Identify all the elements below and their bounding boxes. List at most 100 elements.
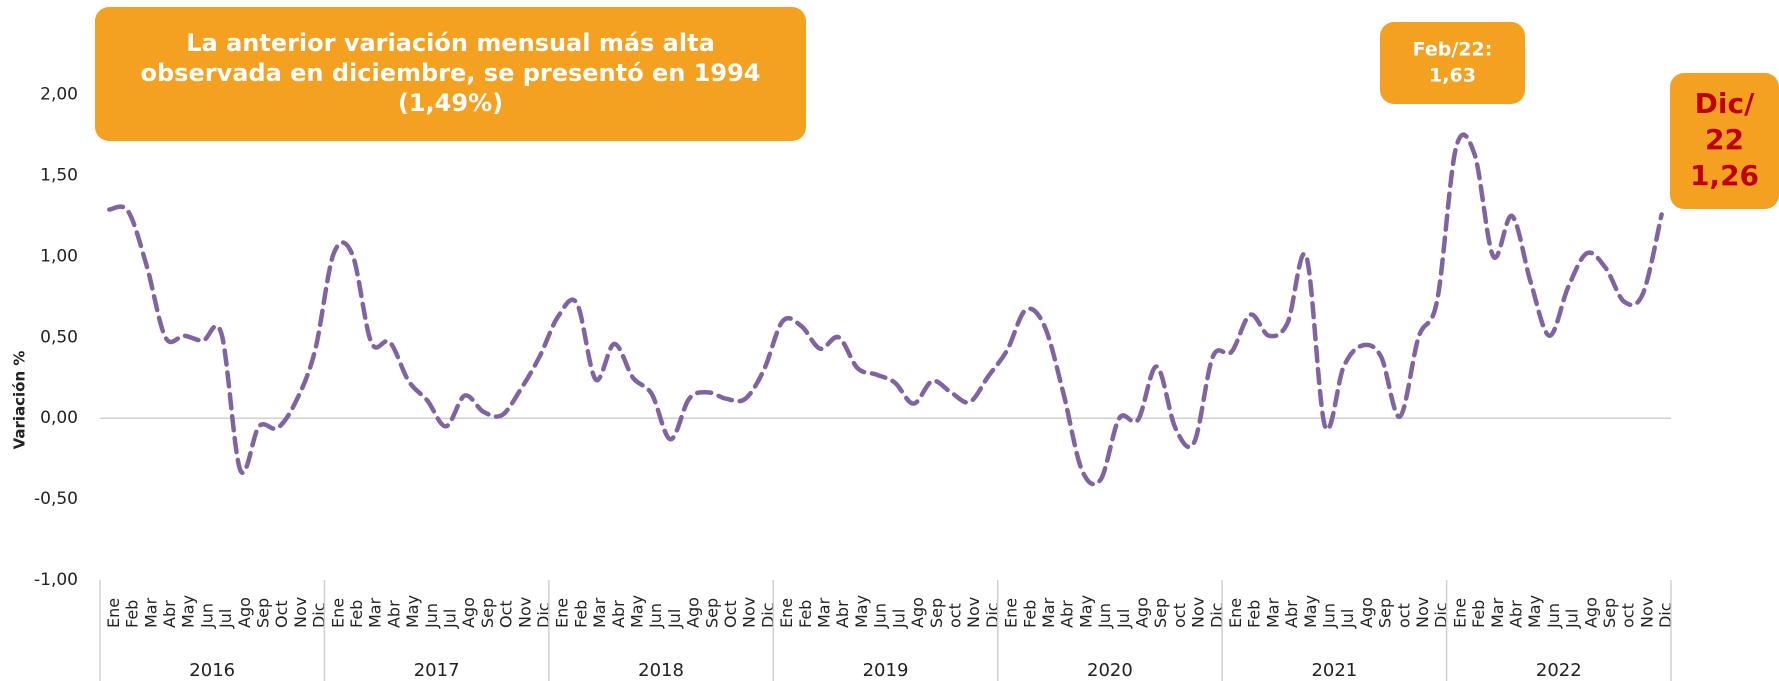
x-tick-label: Ago [1357,597,1376,628]
x-tick-label: Sep [1151,598,1170,628]
x-tick-label: Jun [1095,603,1114,629]
x-tick-label: Abr [384,600,403,628]
x-tick-label: oct [945,603,964,628]
x-tick-label: May [852,595,871,628]
x-tick-label: Sep [1600,598,1619,628]
annotation-box [95,7,806,141]
x-tick-label: Dic [1432,602,1451,628]
year-label: 2021 [1311,660,1357,681]
x-tick-label: Nov [291,597,310,628]
x-tick-label: Ene [553,598,572,628]
x-tick-label: May [1525,595,1544,628]
annotation-box [1380,22,1525,104]
x-tick-label: Jul [1114,609,1133,629]
year-label: 2018 [638,660,684,681]
annotation-text: 1,26 [1690,159,1759,192]
x-tick-label: Jun [646,603,665,629]
x-tick-label: Dic [1207,602,1226,628]
x-tick-label: Mar [1488,597,1507,628]
x-tick-label: Oct [721,600,740,628]
x-tick-label: Abr [1282,600,1301,628]
x-tick-label: Jun [197,603,216,629]
x-tick-label: Jun [422,603,441,629]
y-axis-label: Variación % [11,351,29,450]
x-tick-label: Jul [1563,609,1582,629]
annotation-text: La anterior variación mensual más alta [186,29,715,57]
x-tick-label: Mar [815,597,834,628]
x-tick-label: oct [1619,603,1638,628]
x-tick-label: Nov [1637,597,1656,628]
x-tick-label: Feb [1245,600,1264,628]
x-tick-label: May [403,595,422,628]
x-tick-label: Feb [571,600,590,628]
x-tick-label: Abr [833,600,852,628]
x-tick-label: Jul [889,609,908,629]
data-line [107,132,1664,487]
x-tick-label: Mar [366,597,385,628]
x-tick-label: Sep [478,598,497,628]
x-tick-label: Jul [1338,609,1357,629]
x-tick-label: Ago [459,597,478,628]
year-label: 2016 [189,660,235,681]
x-tick-label: Mar [1039,597,1058,628]
x-tick-label: Mar [141,597,160,628]
annotation-box [1670,73,1779,209]
y-tick-label: 1,50 [40,166,78,186]
x-tick-label: Nov [1189,597,1208,628]
x-tick-label: Sep [253,598,272,628]
x-tick-label: Oct [497,600,516,628]
x-tick-label: Ene [777,598,796,628]
year-label: 2020 [1087,660,1133,681]
x-tick-label: Nov [964,597,983,628]
year-label: 2019 [863,660,909,681]
y-tick-label: -0,50 [34,489,78,509]
x-tick-label: Feb [347,600,366,628]
x-tick-label: Oct [272,600,291,628]
x-tick-label: Dic [534,602,553,628]
year-label: 2017 [414,660,460,681]
x-tick-label: Dic [983,602,1002,628]
y-tick-label: 0,00 [40,408,78,428]
annotation-text: 22 [1705,123,1744,156]
annotation-text: (1,49%) [398,89,503,117]
x-tick-label: Feb [796,600,815,628]
x-tick-label: Dic [1656,602,1675,628]
x-tick-label: Ene [1226,598,1245,628]
annotation-text: Dic/ [1695,87,1755,120]
y-tick-label: 0,50 [40,327,78,347]
x-tick-label: Feb [1469,600,1488,628]
x-tick-label: oct [1170,603,1189,628]
x-tick-label: Mar [590,597,609,628]
x-tick-label: Ago [235,597,254,628]
x-tick-label: Feb [123,600,142,628]
x-tick-label: Ene [1002,598,1021,628]
x-tick-label: Ene [104,598,123,628]
x-tick-label: Sep [702,598,721,628]
annotation-text: observada en diciembre, se presentó en 1… [141,59,761,87]
x-tick-label: Jun [1544,603,1563,629]
x-tick-label: oct [1394,603,1413,628]
x-tick-label: Ago [908,597,927,628]
year-label: 2022 [1536,660,1582,681]
x-tick-label: Sep [927,598,946,628]
x-tick-label: Abr [160,600,179,628]
x-tick-label: Abr [1507,600,1526,628]
x-tick-label: Feb [1020,600,1039,628]
x-tick-label: Nov [1413,597,1432,628]
annotation-text: Feb/22: [1413,39,1493,61]
x-tick-label: Dic [310,602,329,628]
y-tick-label: 2,00 [40,85,78,105]
x-tick-label: Jun [871,603,890,629]
x-tick-label: Jun [1320,603,1339,629]
x-tick-label: May [1076,595,1095,628]
x-tick-label: Ene [328,598,347,628]
x-tick-label: Ene [1450,598,1469,628]
x-tick-label: Mar [1263,597,1282,628]
y-tick-label: 1,00 [40,246,78,266]
x-tick-label: Sep [1376,598,1395,628]
x-tick-label: May [628,595,647,628]
x-tick-label: Abr [609,600,628,628]
annotation-text: 1,63 [1429,65,1476,87]
x-tick-label: Jul [440,609,459,629]
